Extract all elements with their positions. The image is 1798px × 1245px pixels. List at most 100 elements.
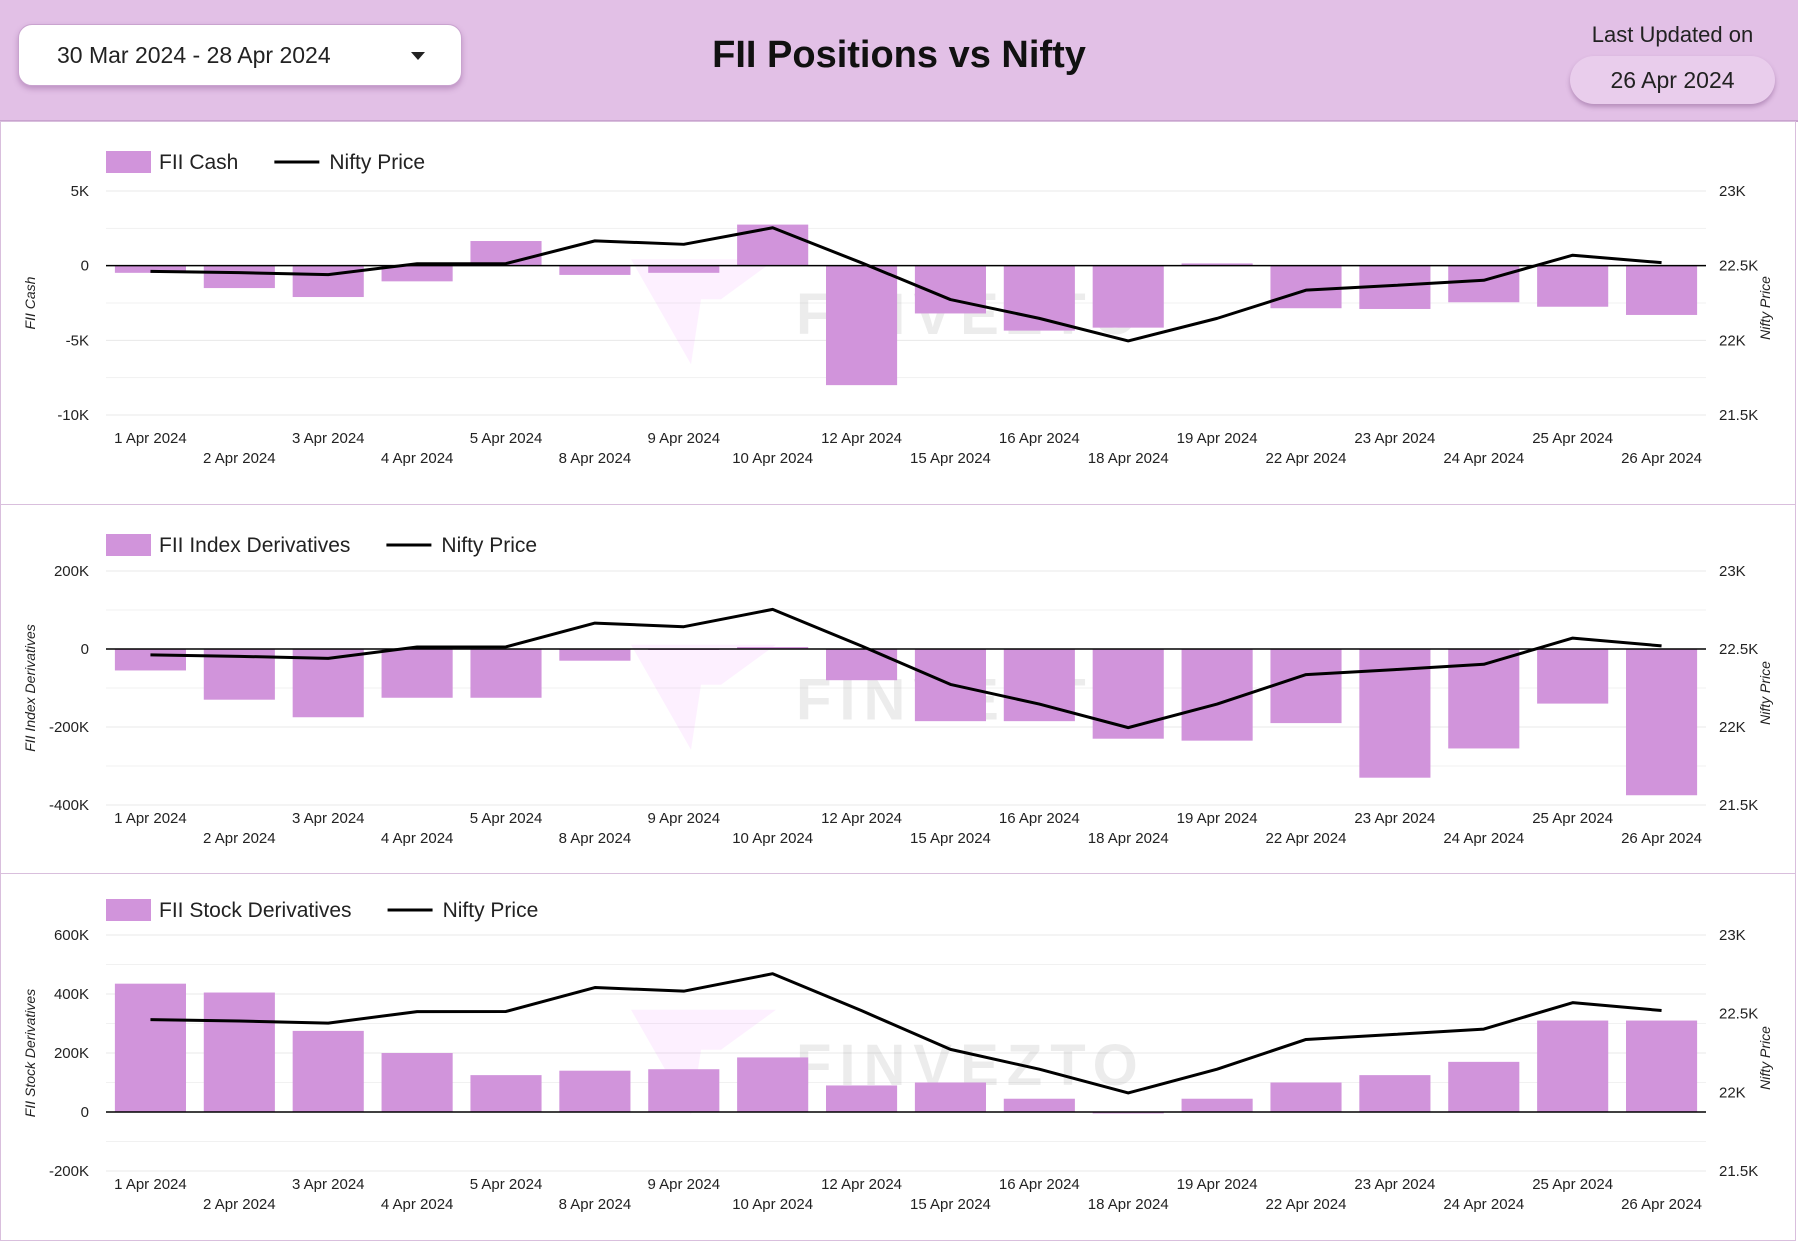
bar [381, 265, 453, 282]
x-tick-label: 16 Apr 2024 [999, 810, 1080, 827]
x-tick-label: 4 Apr 2024 [381, 1196, 454, 1213]
nifty-price-line [150, 607, 1662, 730]
x-tick-label: 8 Apr 2024 [559, 450, 632, 467]
x-tick-label: 18 Apr 2024 [1088, 1196, 1169, 1213]
x-tick-label: 9 Apr 2024 [647, 810, 720, 827]
date-range-dropdown[interactable]: 30 Mar 2024 - 28 Apr 2024 [18, 24, 462, 86]
bar [470, 1075, 542, 1112]
legend-label-bar: FII Index Derivatives [159, 534, 350, 557]
y2-tick-label: 22K [1719, 332, 1746, 349]
bar [1537, 265, 1609, 307]
y-tick-label: 200K [54, 563, 89, 580]
x-tick-label: 3 Apr 2024 [292, 430, 365, 447]
chart-panel-fii-stock-derivatives: FINVEZTO 600K 400K 200K 0 -200K 23K 22.5K 22K 21.… [0, 873, 1796, 1241]
bar [470, 649, 542, 698]
chart-panel-fii-index-derivatives: FINVEZTO200K0-200K-400K23K22.5K22K21.5K1… [0, 504, 1796, 874]
y-tick-label: 0 [81, 258, 89, 275]
x-tick-label: 10 Apr 2024 [732, 830, 813, 847]
x-tick-label: 2 Apr 2024 [203, 1196, 276, 1213]
x-tick-label: 25 Apr 2024 [1532, 430, 1613, 447]
bar [470, 241, 542, 266]
y2-tick-label: 21.5K [1719, 1163, 1758, 1180]
x-tick-label: 26 Apr 2024 [1621, 450, 1702, 467]
bar [826, 265, 898, 386]
y2-axis-title: Nifty Price [1757, 1026, 1773, 1090]
x-tick-label: 3 Apr 2024 [292, 810, 365, 827]
bar [1270, 1082, 1342, 1112]
bar [1270, 649, 1342, 724]
bar [203, 265, 275, 289]
x-tick-label: 19 Apr 2024 [1177, 1176, 1258, 1193]
bar [737, 224, 809, 266]
x-tick-label: 16 Apr 2024 [999, 1176, 1080, 1193]
y-tick-label: 600K [54, 927, 89, 944]
bar [826, 1085, 898, 1112]
x-tick-label: 5 Apr 2024 [470, 430, 543, 447]
legend-swatch-bar [106, 899, 151, 921]
watermark-logo-icon [631, 259, 776, 365]
y-axis-title: FII Index Derivatives [22, 624, 38, 752]
y2-tick-label: 22.5K [1719, 641, 1758, 658]
y-tick-label: -10K [57, 407, 89, 424]
x-tick-label: 16 Apr 2024 [999, 430, 1080, 447]
y-tick-label: -400K [49, 797, 89, 814]
x-tick-label: 19 Apr 2024 [1177, 810, 1258, 827]
bar [1626, 649, 1698, 796]
legend-swatch-bar [106, 151, 151, 173]
bar [648, 265, 720, 273]
x-tick-label: 12 Apr 2024 [821, 1176, 902, 1193]
x-tick-label: 5 Apr 2024 [470, 810, 543, 827]
y-tick-label: 0 [81, 1104, 89, 1121]
y2-tick-label: 22K [1719, 1084, 1746, 1101]
legend-label-line: Nifty Price [443, 899, 539, 922]
bar [559, 265, 631, 275]
y-tick-label: -200K [49, 1163, 89, 1180]
x-tick-label: 22 Apr 2024 [1266, 1196, 1347, 1213]
bar [1092, 649, 1164, 739]
legend-label-line: Nifty Price [441, 534, 537, 557]
y-tick-label: 5K [71, 183, 89, 200]
x-tick-label: 10 Apr 2024 [732, 450, 813, 467]
y2-tick-label: 23K [1719, 927, 1746, 944]
y-tick-label: -5K [66, 332, 89, 349]
x-tick-label: 1 Apr 2024 [114, 810, 187, 827]
bar [381, 649, 453, 698]
x-tick-label: 5 Apr 2024 [470, 1176, 543, 1193]
x-tick-label: 22 Apr 2024 [1266, 450, 1347, 467]
last-updated-badge: 26 Apr 2024 [1570, 56, 1775, 104]
y2-tick-label: 22K [1719, 719, 1746, 736]
watermark-logo-icon [631, 1009, 776, 1115]
bar [737, 1057, 809, 1112]
x-tick-label: 3 Apr 2024 [292, 1176, 365, 1193]
x-tick-label: 25 Apr 2024 [1532, 1176, 1613, 1193]
bar [1448, 265, 1520, 303]
x-tick-label: 25 Apr 2024 [1532, 810, 1613, 827]
bar [1003, 1098, 1075, 1112]
x-tick-label: 15 Apr 2024 [910, 1196, 991, 1213]
y-axis-title: FII Cash [22, 276, 38, 329]
bar [1092, 265, 1164, 328]
bar [114, 983, 186, 1112]
x-tick-label: 26 Apr 2024 [1621, 830, 1702, 847]
bar [1537, 649, 1609, 704]
legend-label-bar: FII Cash [159, 151, 238, 174]
y2-axis-title: Nifty Price [1757, 276, 1773, 340]
chevron-down-icon [411, 52, 425, 60]
legend-label-bar: FII Stock Derivatives [159, 899, 352, 922]
x-tick-label: 24 Apr 2024 [1443, 450, 1524, 467]
fii-stock-derivatives-chart: FINVEZTO600K400K200K0-200K23K22.5K22K21.… [22, 899, 1773, 1213]
y-tick-label: 400K [54, 986, 89, 1003]
bar [1448, 1061, 1520, 1112]
y2-axis-title: Nifty Price [1757, 661, 1773, 725]
y-axis-title: FII Stock Derivatives [22, 989, 38, 1117]
date-range-value: 30 Mar 2024 - 28 Apr 2024 [57, 42, 331, 68]
y2-tick-label: 22.5K [1719, 258, 1758, 275]
y2-tick-label: 21.5K [1719, 407, 1758, 424]
y2-tick-label: 23K [1719, 183, 1746, 200]
bar [114, 265, 186, 273]
x-tick-label: 8 Apr 2024 [559, 830, 632, 847]
x-tick-label: 18 Apr 2024 [1088, 450, 1169, 467]
x-tick-label: 9 Apr 2024 [647, 430, 720, 447]
bar [1626, 265, 1698, 315]
bar [1626, 1020, 1698, 1112]
